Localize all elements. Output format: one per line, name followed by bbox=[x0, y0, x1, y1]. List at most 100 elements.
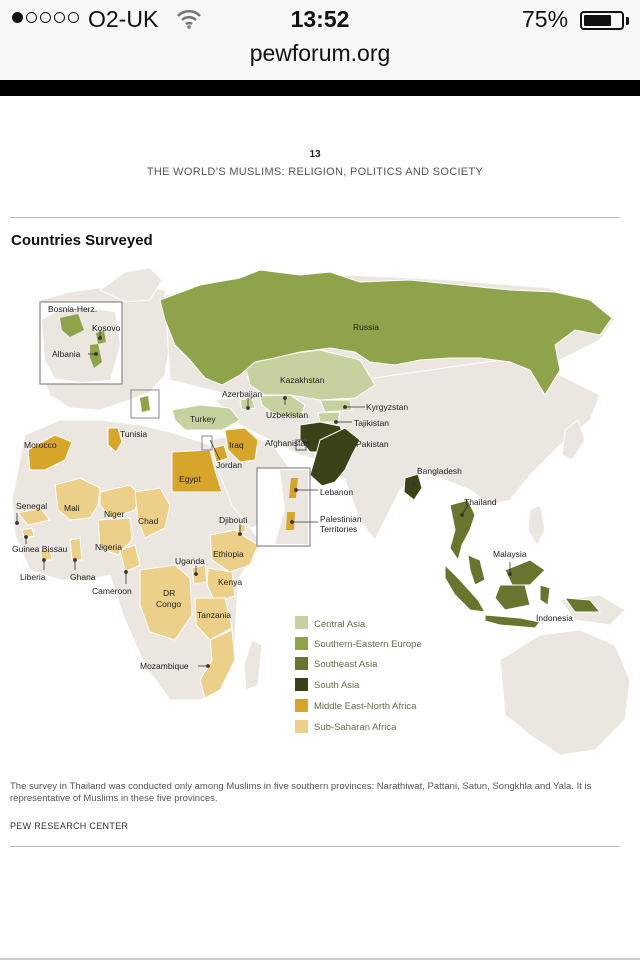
malaysia-borneo-shape bbox=[504, 559, 546, 586]
legend-swatch bbox=[295, 720, 308, 733]
legend-label: South Asia bbox=[314, 680, 360, 691]
page-number: 13 bbox=[309, 149, 321, 160]
label-uganda: Uganda bbox=[175, 556, 205, 566]
label-mozambique: Mozambique bbox=[140, 661, 189, 671]
battery-icon bbox=[580, 11, 624, 30]
battery-fill bbox=[584, 15, 611, 26]
jordan-shape bbox=[212, 444, 229, 463]
nigeria-shape bbox=[97, 517, 133, 556]
label-bangladesh: Bangladesh bbox=[417, 466, 462, 476]
central-asia-region bbox=[171, 349, 376, 431]
legend-swatch bbox=[295, 616, 308, 629]
legend-label: Southern-Eastern Europe bbox=[314, 639, 422, 650]
status-time: 13:52 bbox=[290, 6, 350, 32]
label-tajikistan: Tajikistan bbox=[354, 418, 389, 428]
label-russia: Russia bbox=[353, 322, 379, 332]
label-ethiopia: Ethiopia bbox=[213, 549, 244, 559]
cameroon-shape bbox=[119, 544, 141, 573]
label-kyrgyzstan: Kyrgyzstan bbox=[366, 402, 408, 412]
mena-region bbox=[27, 427, 259, 493]
label-kosovo: Kosovo bbox=[92, 323, 121, 333]
indonesia-sumatra-shape bbox=[444, 563, 486, 613]
label-albania: Albania bbox=[52, 349, 81, 359]
report-title: THE WORLD’S MUSLIMS: RELIGION, POLITICS … bbox=[146, 166, 484, 178]
label-jordan: Jordan bbox=[216, 460, 242, 470]
label-thailand: Thailand bbox=[464, 497, 497, 507]
bottom-divider bbox=[0, 958, 640, 960]
levant-inset-land bbox=[275, 470, 308, 544]
address-bar-url[interactable]: pewforum.org bbox=[249, 40, 391, 66]
label-liberia: Liberia bbox=[20, 572, 46, 582]
label-kenya: Kenya bbox=[218, 577, 242, 587]
niger-shape bbox=[99, 484, 141, 519]
albania-inset-shape bbox=[90, 344, 102, 368]
senegal-shape bbox=[17, 507, 51, 526]
legend-swatch bbox=[295, 657, 308, 670]
bangladesh-shape bbox=[403, 473, 423, 501]
ethiopia-shape bbox=[209, 529, 259, 573]
label-territories: Territories bbox=[320, 524, 357, 534]
label-djibouti: Djibouti bbox=[219, 515, 247, 525]
legend-swatch bbox=[295, 678, 308, 691]
levant-locator-box bbox=[201, 435, 213, 451]
signal-dot bbox=[12, 12, 23, 23]
sub-saharan-africa-region bbox=[17, 477, 259, 699]
country-labels: Russia Kazakhstan Azerbaijan Uzbekistan … bbox=[12, 304, 573, 671]
signal-dot bbox=[26, 12, 37, 23]
label-guinea-bissau: Guinea Bissau bbox=[12, 544, 68, 554]
chad-shape bbox=[134, 487, 171, 539]
label-nigeria: Nigeria bbox=[95, 542, 122, 552]
legend-swatch bbox=[295, 637, 308, 650]
djibouti-shape bbox=[237, 523, 247, 533]
uzbekistan-shape bbox=[259, 394, 306, 419]
madagascar-land bbox=[243, 639, 263, 691]
scandinavia-land bbox=[99, 267, 163, 303]
label-turkey: Turkey bbox=[190, 414, 216, 424]
divider bbox=[10, 217, 620, 218]
battery-tip bbox=[626, 17, 629, 25]
balkans-locator-box bbox=[130, 389, 160, 419]
liberia-shape bbox=[39, 547, 53, 561]
balkans-inset bbox=[39, 301, 123, 385]
russia-shape bbox=[159, 269, 613, 396]
source-credit: PEW RESEARCH CENTER bbox=[10, 821, 129, 831]
signal-dot bbox=[54, 12, 65, 23]
guinea-bissau-shape bbox=[21, 527, 35, 539]
label-iraq: Iraq bbox=[229, 440, 244, 450]
philippines-land bbox=[527, 504, 546, 547]
browser-top-bar: O2-UK 13:52 75% pewforum.org bbox=[0, 0, 640, 80]
indonesia-java-shape bbox=[484, 614, 541, 629]
signal-strength-icon bbox=[12, 12, 79, 23]
leader-lines bbox=[15, 330, 512, 668]
signal-dot bbox=[40, 12, 51, 23]
label-egypt: Egypt bbox=[179, 474, 201, 484]
section-title: Countries Surveyed bbox=[11, 232, 153, 249]
label-uzbekistan: Uzbekistan bbox=[266, 410, 308, 420]
label-azerbaijan: Azerbaijan bbox=[222, 389, 262, 399]
label-congo: Congo bbox=[156, 599, 181, 609]
japan-land bbox=[561, 419, 586, 461]
malaysia-shape bbox=[467, 554, 486, 586]
southern-eastern-europe-region bbox=[159, 269, 613, 396]
kazakhstan-shape bbox=[244, 349, 376, 401]
label-afghanistan: Afghanistan bbox=[265, 438, 310, 448]
label-dr: DR bbox=[163, 588, 175, 598]
legend: Central Asia Southern-Eastern Europe Sou… bbox=[295, 616, 422, 733]
status-bar: O2-UK 13:52 75% bbox=[0, 0, 640, 40]
mali-shape bbox=[54, 477, 101, 521]
battery-percent: 75% bbox=[522, 6, 569, 32]
southeast-asia-region bbox=[444, 499, 602, 629]
label-indonesia: Indonesia bbox=[536, 613, 573, 623]
legend-label: Middle East-North Africa bbox=[314, 701, 417, 712]
carrier-name: O2-UK bbox=[88, 6, 159, 32]
lebanon-inset-shape bbox=[289, 478, 298, 498]
iraq-shape bbox=[224, 427, 259, 463]
legend-label: Central Asia bbox=[314, 619, 366, 630]
label-niger: Niger bbox=[104, 509, 124, 519]
balkans-inset-land bbox=[42, 308, 120, 382]
legend-label: Southeast Asia bbox=[314, 659, 378, 670]
legend-label: Sub-Saharan Africa bbox=[314, 722, 397, 733]
label-ghana: Ghana bbox=[70, 572, 96, 582]
indonesia-sulawesi-shape bbox=[539, 584, 551, 606]
indonesia-borneo-shape bbox=[494, 584, 531, 611]
